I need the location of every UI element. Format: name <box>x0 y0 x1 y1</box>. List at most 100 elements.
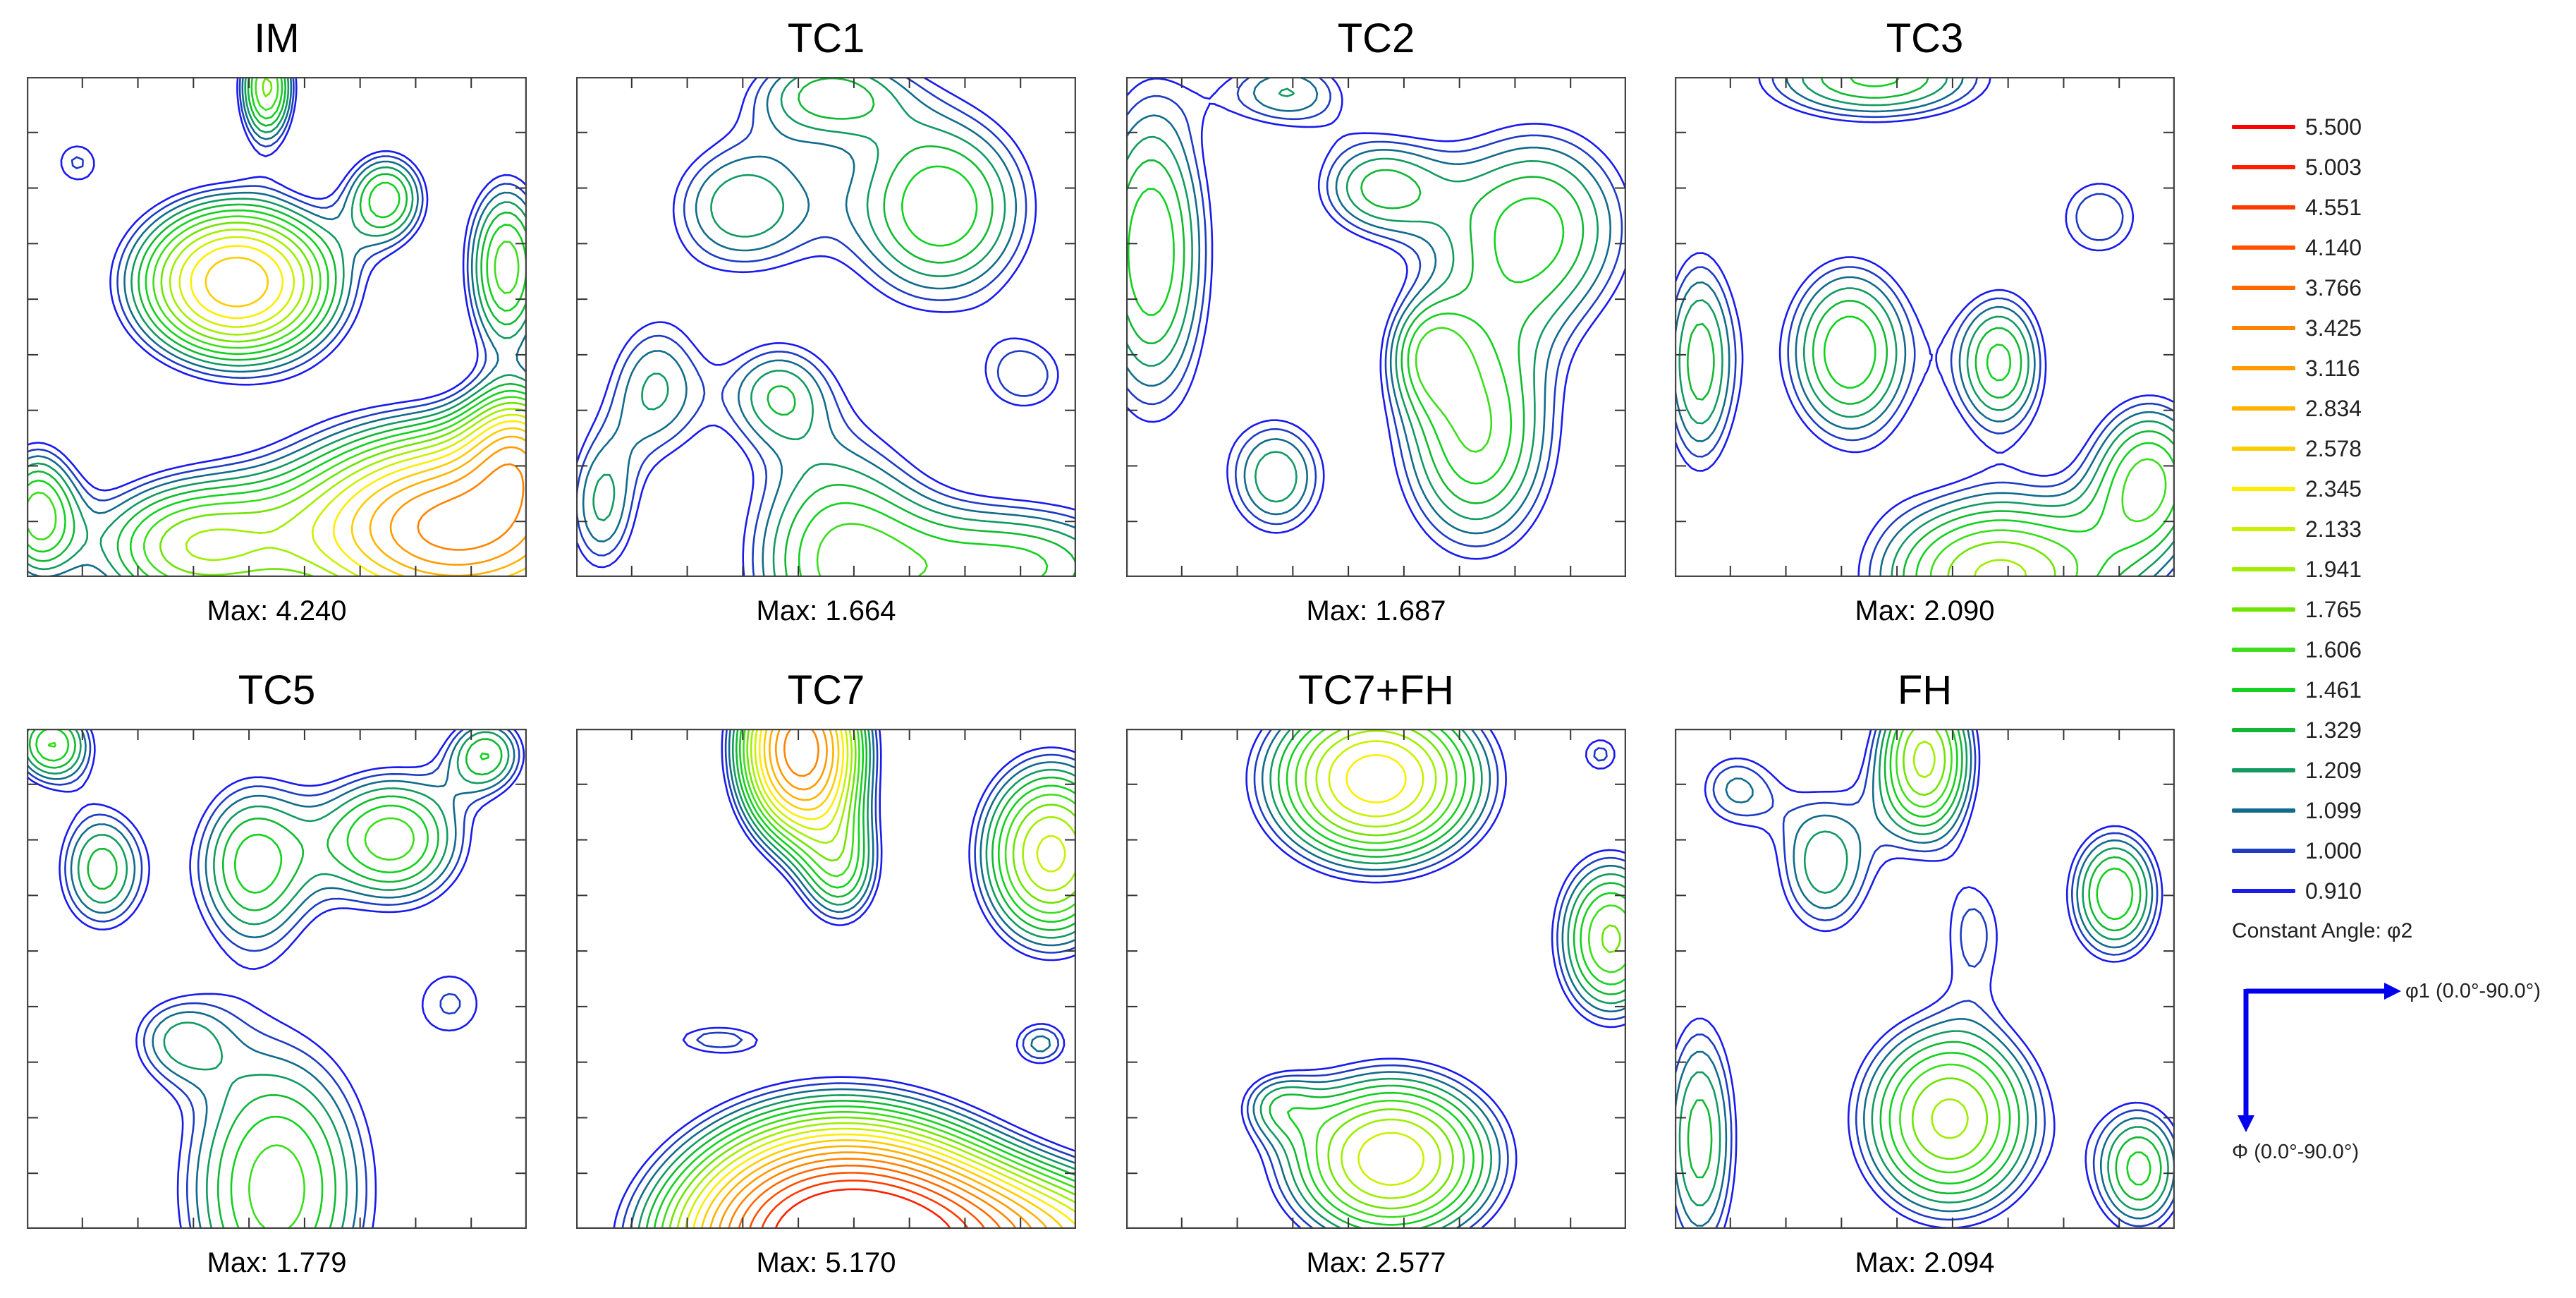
legend-level: 0.910 <box>2232 877 2443 905</box>
contour-line <box>1947 541 2056 577</box>
contour-line <box>661 729 1076 1229</box>
legend-level-label: 4.140 <box>2305 235 2362 260</box>
legend-swatch <box>2232 768 2295 772</box>
contour-line <box>637 729 1076 1229</box>
contour-line <box>205 256 527 577</box>
contour-line <box>727 729 1018 1229</box>
plot-frame <box>576 77 1076 577</box>
panel-title: TC5 <box>238 667 316 713</box>
contour-line <box>1823 77 2175 577</box>
legend-swatch <box>2232 607 2295 612</box>
contour-plot <box>576 729 1076 1229</box>
legend-swatch <box>2232 406 2295 411</box>
legend-swatch <box>2232 889 2295 893</box>
legend-level-label: 2.345 <box>2305 476 2362 502</box>
contour-line <box>1687 729 2162 1201</box>
axis-orientation-indicator: φ1 (0.0°-90.0°) Φ (0.0°-90.0°) <box>2232 970 2570 1167</box>
legend-swatch <box>2232 366 2295 370</box>
contour-line <box>1269 729 1626 1229</box>
contour-plot <box>1675 77 2175 577</box>
legend-level-label: 4.551 <box>2305 195 2362 220</box>
phi1-axis-label: φ1 (0.0°-90.0°) <box>2405 980 2541 1002</box>
legend-swatch <box>2232 567 2295 571</box>
odf-section-plot <box>576 729 1076 1229</box>
contour-line <box>27 729 525 1229</box>
contour-line <box>1415 327 1493 453</box>
constant-angle-label: Constant Angle: φ2 <box>2232 919 2413 942</box>
legend-level: 5.003 <box>2232 153 2443 181</box>
contour-line <box>774 1188 952 1229</box>
plot-frame <box>27 729 527 1229</box>
contour-line <box>47 741 415 1229</box>
contour-line <box>1929 458 2167 577</box>
legend-level: 1.209 <box>2232 756 2443 784</box>
legend-level-label: 1.209 <box>2305 758 2362 783</box>
contour-line <box>1305 729 1621 1210</box>
contour-line <box>1252 729 1626 1229</box>
legend-level: 2.133 <box>2232 515 2443 543</box>
contour-line <box>1345 754 1407 803</box>
plot-frame <box>1675 77 2175 577</box>
panel-title: TC3 <box>1886 16 1964 61</box>
contour-line <box>1286 729 1626 1226</box>
contour-line <box>369 435 527 577</box>
contour-line <box>748 1172 986 1229</box>
panel-title: FH <box>1897 667 1953 713</box>
panel-max-label: Max: 1.779 <box>207 1247 347 1278</box>
odf-section-plot <box>1126 77 1626 577</box>
legend-level-label: 2.578 <box>2305 436 2362 461</box>
contour-line <box>1126 159 1585 504</box>
legend-level-label: 5.003 <box>2305 154 2362 180</box>
contour-line <box>798 165 1049 577</box>
legend-level: 1.000 <box>2232 837 2443 865</box>
legend-level-label: 3.766 <box>2305 275 2362 301</box>
contour-line <box>718 729 1033 1229</box>
contour-line <box>760 1179 970 1229</box>
panel-title: TC2 <box>1337 16 1415 61</box>
contour-line <box>676 729 1076 1229</box>
panel-title: IM <box>254 16 300 61</box>
legend-swatch <box>2232 527 2295 531</box>
legend-level-label: 3.116 <box>2305 356 2360 381</box>
legend-swatch <box>2232 688 2295 692</box>
contour-line <box>767 77 1076 577</box>
contour-line <box>1126 77 1623 547</box>
panel-title: TC7+FH <box>1298 667 1454 713</box>
contour-line <box>417 463 525 551</box>
odf-section-plot <box>27 77 527 577</box>
axis-arrows <box>2238 983 2401 1132</box>
panel-max-label: Max: 2.090 <box>1855 595 1995 626</box>
contour-line <box>27 77 527 577</box>
panel-max-label: Max: 1.687 <box>1306 595 1446 626</box>
contour-line <box>1973 559 2027 577</box>
legend-level-label: 0.910 <box>2305 878 2362 904</box>
contour-line <box>27 77 527 577</box>
contour-line <box>582 77 1076 577</box>
contour-line <box>27 77 527 502</box>
legend-swatch <box>2232 286 2295 290</box>
plot-frame <box>1126 729 1626 1229</box>
contour-line <box>27 77 527 577</box>
contour-line <box>1128 188 1565 485</box>
contour-line <box>1240 729 1626 1229</box>
contour-line <box>621 729 1076 1229</box>
panel-title: TC7 <box>787 667 865 713</box>
odf-section-plot <box>27 729 527 1229</box>
contour-line <box>27 77 527 577</box>
legend-swatch <box>2232 205 2295 210</box>
legend-level: 3.425 <box>2232 314 2443 342</box>
legend-level-label: 2.834 <box>2305 396 2362 421</box>
legend-level-label: 1.765 <box>2305 597 2362 622</box>
contour-line <box>1126 87 1599 521</box>
legend-level-label: 5.500 <box>2305 114 2362 140</box>
legend-swatch <box>2232 648 2295 652</box>
contour-line <box>1903 729 1989 1160</box>
panel-max-label: Max: 2.094 <box>1855 1247 1995 1278</box>
contour-line <box>1912 740 1969 1139</box>
legend-level: 3.116 <box>2232 354 2443 382</box>
plot-frame <box>576 729 1076 1229</box>
panel-max-label: Max: 2.577 <box>1306 1247 1446 1278</box>
contour-plot <box>27 729 527 1229</box>
panel-title: TC1 <box>787 16 865 61</box>
panel-max-label: Max: 5.170 <box>756 1247 896 1278</box>
